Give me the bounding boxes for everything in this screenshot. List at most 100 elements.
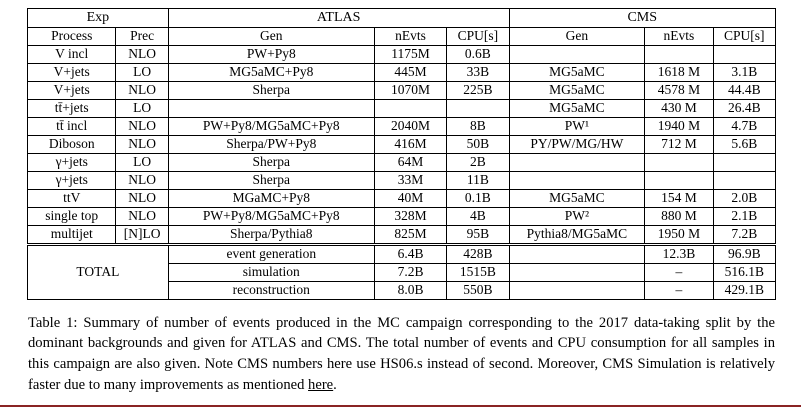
table-cell: PW¹ xyxy=(508,117,646,136)
table-totals: TOTAL event generation 6.4B 428B 12.3B 96.9B s… xyxy=(27,242,777,300)
table-row: V incl NLO PW+Py8 1175M 0.6B xyxy=(26,45,777,64)
table-cell xyxy=(508,153,646,172)
table-cell: 712 M xyxy=(644,135,714,154)
group-header-atlas: ATLAS xyxy=(167,8,510,28)
table-cell: 3.1B xyxy=(712,63,777,82)
table-row: ttV NLO MGaMC+Py8 40M 0.1B MG5aMC 154 M 2.0B xyxy=(26,189,777,208)
table-cell: tt̄ incl xyxy=(26,117,117,136)
table-cell: V incl xyxy=(26,45,117,64)
total-label-cell: TOTAL xyxy=(27,242,169,300)
table-cell: 825M xyxy=(373,225,448,245)
table-cell: 11B xyxy=(446,171,510,190)
table-group-header-row: Exp ATLAS CMS xyxy=(27,8,777,28)
table-cell xyxy=(446,99,510,118)
table-cell: 4B xyxy=(446,207,510,226)
table-cell: 154 M xyxy=(644,189,714,208)
table-row: multijet [N]LO Sherpa/Pythia8 825M 95B Pythia… xyxy=(26,225,777,245)
group-header-cms: CMS xyxy=(508,8,777,28)
table-cell: 2.1B xyxy=(712,207,777,226)
table-cell: Pythia8/MG5aMC xyxy=(508,225,646,245)
table-body: V incl NLO PW+Py8 1175M 0.6B V+jets LO MG5aMC+P… xyxy=(26,45,777,245)
table-cell: 1070M xyxy=(373,81,448,100)
total-cell: reconstruction xyxy=(167,280,375,300)
total-cell: 8.0B xyxy=(373,280,448,300)
table-cell: 1940 M xyxy=(644,117,714,136)
table-cell: tt̄+jets xyxy=(26,99,117,118)
table-cell: 445M xyxy=(373,63,448,82)
total-cell xyxy=(508,262,646,282)
table-cell: Sherpa xyxy=(167,171,375,190)
total-cell: 1515B xyxy=(446,262,510,282)
table-cell: 7.2B xyxy=(712,225,777,245)
table-cell xyxy=(644,153,714,172)
table-cell xyxy=(644,171,714,190)
caption-period: . xyxy=(333,376,337,393)
table-cell: 880 M xyxy=(644,207,714,226)
table-cell xyxy=(508,45,646,64)
total-cell: event generation xyxy=(167,242,375,264)
table-cell: NLO xyxy=(115,45,169,64)
column-header: Gen xyxy=(508,27,646,46)
total-cell xyxy=(508,242,646,264)
table-cell: V+jets xyxy=(26,63,117,82)
table-cell: γ+jets xyxy=(26,153,117,172)
column-header: nEvts xyxy=(373,27,448,46)
table-cell: 1175M xyxy=(373,45,448,64)
table-cell xyxy=(712,171,777,190)
table-cell: 4.7B xyxy=(712,117,777,136)
table-row: Diboson NLO Sherpa/PW+Py8 416M 50B PY/PW/MG/H… xyxy=(26,135,777,154)
table-cell: 1618 M xyxy=(644,63,714,82)
mc-summary-table: Exp ATLAS CMS Process Prec Gen nEvts CPU[s] G… xyxy=(26,8,777,300)
table-row: V+jets NLO Sherpa 1070M 225B MG5aMC 4578 M 44.4… xyxy=(26,81,777,100)
table-cell: [N]LO xyxy=(115,225,169,245)
table-cell: 33B xyxy=(446,63,510,82)
table-cell: 8B xyxy=(446,117,510,136)
table-cell xyxy=(508,171,646,190)
table-cell: V+jets xyxy=(26,81,117,100)
table-cell: PW+Py8/MG5aMC+Py8 xyxy=(167,117,375,136)
table-cell: NLO xyxy=(115,135,169,154)
table-cell: multijet xyxy=(26,225,117,245)
total-cell: 428B xyxy=(446,242,510,264)
table-cell: PW² xyxy=(508,207,646,226)
table-cell: PY/PW/MG/HW xyxy=(508,135,646,154)
table-cell: 0.6B xyxy=(446,45,510,64)
table-cell: 64M xyxy=(373,153,448,172)
table-cell: 416M xyxy=(373,135,448,154)
column-header: nEvts xyxy=(644,27,714,46)
table-cell: 50B xyxy=(446,135,510,154)
table-cell: Sherpa xyxy=(167,81,375,100)
total-cell xyxy=(508,280,646,300)
total-cell: simulation xyxy=(167,262,375,282)
total-cell: 6.4B xyxy=(373,242,448,264)
table-cell: Sherpa/Pythia8 xyxy=(167,225,375,245)
table-cell: Sherpa xyxy=(167,153,375,172)
table-cell: 2B xyxy=(446,153,510,172)
table-cell: ttV xyxy=(26,189,117,208)
table-cell: 1950 M xyxy=(644,225,714,245)
table-cell: Sherpa/PW+Py8 xyxy=(167,135,375,154)
table-row: tt̄ incl NLO PW+Py8/MG5aMC+Py8 2040M 8B PW¹ 19… xyxy=(26,117,777,136)
table-cell: MGaMC+Py8 xyxy=(167,189,375,208)
total-cell: – xyxy=(644,262,714,282)
total-row: simulation 7.2B 1515B –516.1B xyxy=(28,262,777,282)
table-cell: LO xyxy=(115,63,169,82)
table-caption: Table 1: Summary of number of events pro… xyxy=(28,313,775,396)
table-cell: NLO xyxy=(115,207,169,226)
table-cell: 5.6B xyxy=(712,135,777,154)
caption-text: Table 1: Summary of number of events pro… xyxy=(28,314,775,393)
table-cell: NLO xyxy=(115,81,169,100)
caption-here-link[interactable]: here xyxy=(308,376,334,393)
column-header: CPU[s] xyxy=(446,27,510,46)
table-cell: 26.4B xyxy=(712,99,777,118)
total-cell: 7.2B xyxy=(373,262,448,282)
group-header-exp: Exp xyxy=(27,8,169,28)
total-row: reconstruction 8.0B 550B –429.1B xyxy=(28,280,777,300)
table-cell: 0.1B xyxy=(446,189,510,208)
table-cell xyxy=(712,153,777,172)
table-cell: NLO xyxy=(115,117,169,136)
table-cell: 4578 M xyxy=(644,81,714,100)
table-cell: MG5aMC xyxy=(508,189,646,208)
table-row: V+jets LO MG5aMC+Py8 445M 33B MG5aMC 1618 M 3.1… xyxy=(26,63,777,82)
table-column-header-row: Process Prec Gen nEvts CPU[s] Gen nEvts CPU[s] xyxy=(26,27,777,46)
